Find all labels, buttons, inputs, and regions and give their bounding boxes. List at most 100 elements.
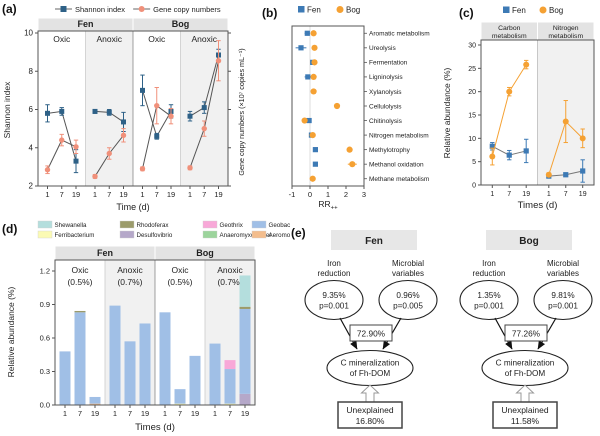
predictor-ellipse xyxy=(459,279,519,321)
predictor-pvalue: p=0.001 xyxy=(474,302,504,311)
group-header-label: Bog xyxy=(172,19,190,29)
bar-segment xyxy=(124,341,136,405)
bar-segment xyxy=(239,393,251,405)
y-tick-label: 15 xyxy=(468,113,476,120)
x-tick-label: 3 xyxy=(362,190,366,199)
up-arrow xyxy=(360,384,380,403)
legend-swatch xyxy=(202,230,218,239)
x-tick-label: 19 xyxy=(522,191,530,198)
legend-square-marker xyxy=(60,6,67,12)
data-point xyxy=(106,109,112,115)
y-tick-label: 5 xyxy=(472,159,476,166)
data-point xyxy=(310,73,317,81)
legend-swatch xyxy=(119,230,135,239)
y-tick-label: 10 xyxy=(468,136,476,143)
bar-segment xyxy=(74,312,86,405)
legend-label: Bog xyxy=(549,6,563,15)
data-point xyxy=(44,167,51,173)
condition-label: (0.5%) xyxy=(67,277,92,287)
bar-segment xyxy=(224,403,236,405)
bar-segment xyxy=(74,310,86,313)
outcome-ellipse xyxy=(326,349,414,387)
data-point xyxy=(309,175,316,182)
legend-label: Aeromonas xyxy=(269,232,291,239)
explained-variance-value: 77.26% xyxy=(512,329,541,339)
x-axis-title: Time (d) xyxy=(116,202,149,212)
data-point xyxy=(346,146,353,153)
data-point xyxy=(59,137,65,143)
data-point xyxy=(304,30,310,36)
outcome-label: of Fh-DOM xyxy=(505,369,546,378)
condition-label: (0.5%) xyxy=(167,277,192,287)
data-point xyxy=(120,132,127,139)
x-tick-label: 19 xyxy=(579,191,587,198)
x-tick-label: 2 xyxy=(344,190,348,199)
bar-segment xyxy=(209,343,221,405)
data-point xyxy=(73,158,79,164)
panel-b-tag: (b) xyxy=(262,6,278,20)
legend-swatch xyxy=(37,220,53,229)
path-arrow xyxy=(339,317,358,350)
category-label: Aromatic metabolism xyxy=(369,31,430,38)
x-tick-label: 7 xyxy=(128,409,132,418)
data-point xyxy=(545,171,552,178)
group-header-label: Fen xyxy=(77,19,93,29)
x-axis-title: Times (d) xyxy=(518,200,558,211)
condition-label: Anoxic xyxy=(117,265,143,275)
panel-c-chart: Fen BogCarbonmetabolismNitrogenmetabolism… xyxy=(442,6,595,211)
data-point xyxy=(154,133,160,139)
legend-label: Rhodoferax xyxy=(137,222,170,229)
condition-label: Oxic xyxy=(172,265,190,275)
x-tick-label: 7 xyxy=(60,190,64,199)
y-axis-title: Relative abundance (%) xyxy=(442,67,452,158)
path-arrow xyxy=(494,317,513,350)
condition-label: (0.7%) xyxy=(117,277,142,287)
predictor-ellipse xyxy=(304,279,364,321)
legend-label: Geobacter xyxy=(269,222,291,229)
data-point xyxy=(140,87,145,93)
data-point xyxy=(309,131,316,139)
predictor-pvalue: p=0.005 xyxy=(393,302,423,311)
outcome-label: C mineralization xyxy=(341,359,400,368)
y-axis-title-left: Shannon index xyxy=(2,81,12,138)
panel-a-tag: (a) xyxy=(2,2,17,16)
x-tick-label: 1 xyxy=(93,190,97,199)
y-tick-label: 0.6 xyxy=(40,334,50,343)
x-axis-title: Times (d) xyxy=(135,422,175,433)
data-point xyxy=(506,152,512,158)
x-tick-label: 7 xyxy=(507,191,511,198)
y-tick-label: 2 xyxy=(29,182,34,191)
x-tick-label: 7 xyxy=(178,409,182,418)
legend-square-marker xyxy=(298,6,305,13)
unexplained-label: Unexplained xyxy=(501,405,549,415)
unexplained-value: 16.80% xyxy=(356,416,385,426)
model-title: Bog xyxy=(519,236,538,247)
y-tick-label: 0.0 xyxy=(40,401,50,410)
predictor-ellipse xyxy=(378,279,438,321)
x-tick-label: 0 xyxy=(308,190,312,199)
category-label: Xylanolysis xyxy=(369,89,402,96)
legend-label: Anaeromyxobacter xyxy=(220,232,272,239)
predictor-label: variables xyxy=(547,269,579,278)
unexplained-value: 11.58% xyxy=(511,416,540,426)
category-label: Nitrogen metabolism xyxy=(369,132,429,139)
data-point xyxy=(187,113,193,119)
data-point xyxy=(106,150,112,157)
legend-label: Gene copy numbers xyxy=(153,5,221,14)
explained-variance-box xyxy=(349,324,393,342)
predictor-value: 9.81% xyxy=(551,291,574,300)
subpanel-header-label: metabolism xyxy=(492,33,527,40)
data-point xyxy=(310,88,317,95)
x-tick-label: 19 xyxy=(191,409,199,418)
x-tick-label: 1 xyxy=(45,190,49,199)
legend-circle-marker xyxy=(138,6,145,12)
y-axis-title-right: Gene copy numbers (×10⁷ copies mL⁻¹) xyxy=(237,48,246,175)
panel-d-chart: Shewanella Ferribacterium Rhodoferax Desulf… xyxy=(6,220,291,433)
data-point xyxy=(311,44,318,51)
x-tick-label: 7 xyxy=(78,409,82,418)
predictor-label: Iron xyxy=(327,259,341,268)
anoxic-shading xyxy=(85,31,133,186)
data-point xyxy=(139,166,146,172)
data-point xyxy=(579,135,586,142)
